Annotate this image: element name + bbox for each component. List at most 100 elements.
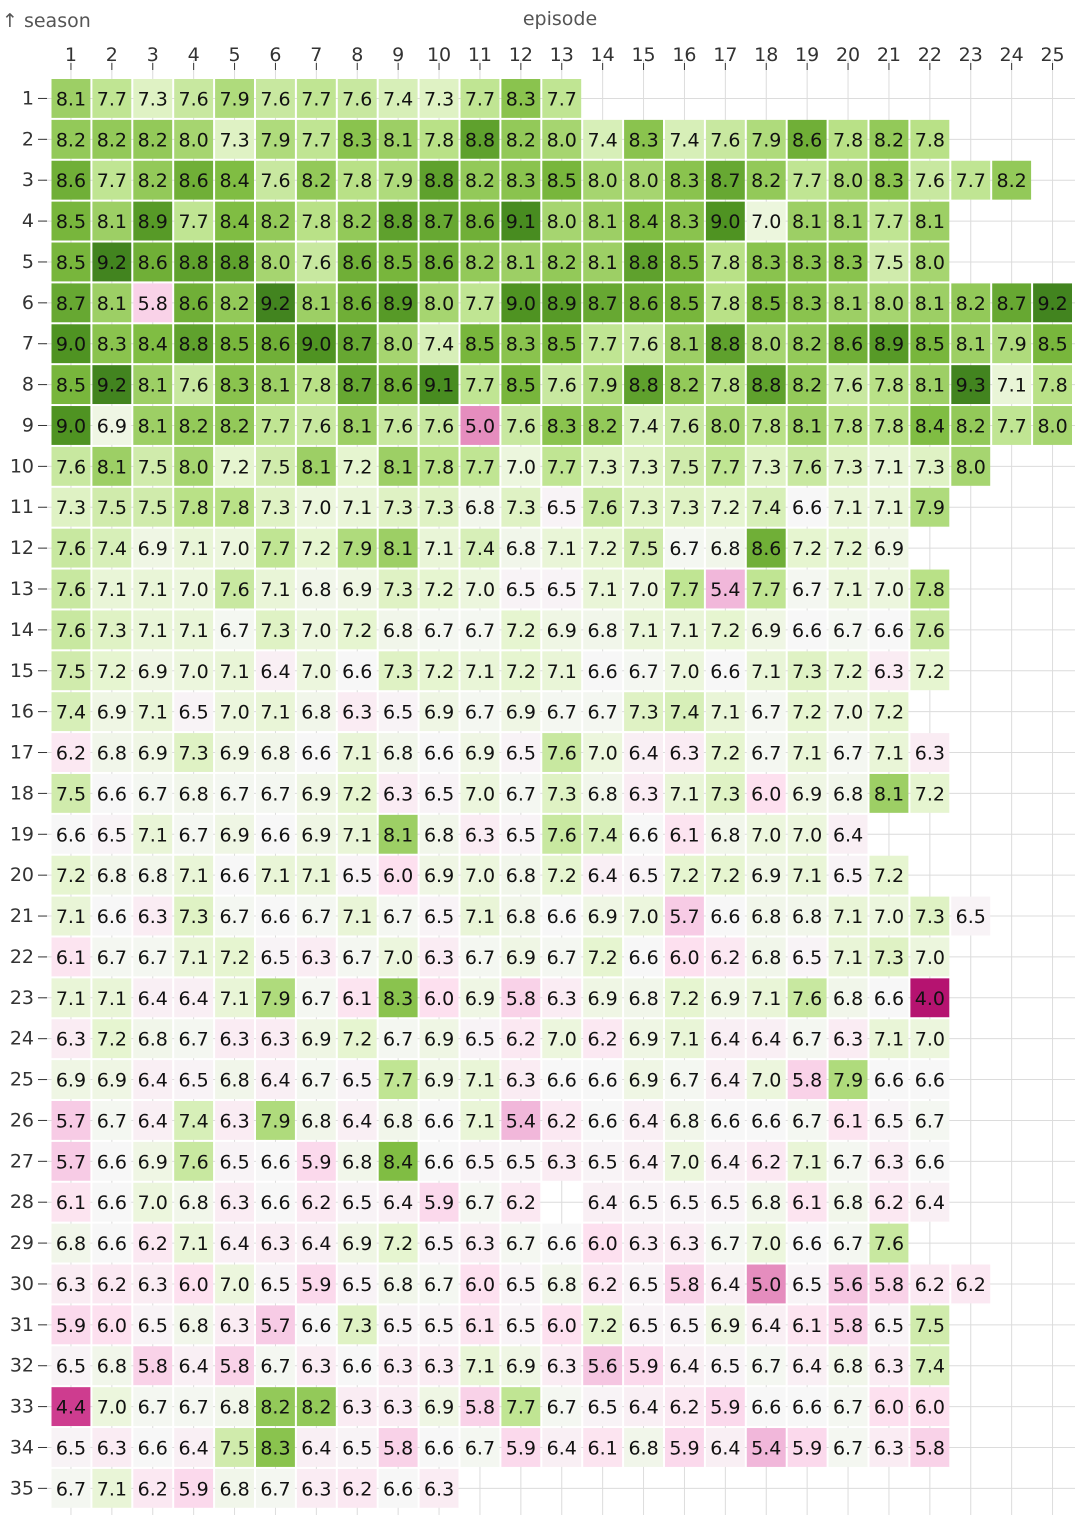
cell-s29-e2: 6.6 xyxy=(92,1223,132,1263)
cell-s34-e7: 6.4 xyxy=(296,1428,336,1467)
cell-rect xyxy=(583,201,623,241)
cell-value: 8.2 xyxy=(547,252,577,274)
cell-value: 6.9 xyxy=(138,661,168,683)
cell-s4-e2: 8.1 xyxy=(92,201,132,241)
cell-value: 8.4 xyxy=(138,334,168,356)
cell-rect xyxy=(215,201,254,241)
cell-value: 6.4 xyxy=(710,1029,740,1051)
cell-s30-e19: 6.5 xyxy=(787,1264,827,1304)
cell-rect xyxy=(296,733,336,772)
cell-value: 7.1 xyxy=(833,579,863,601)
cell-value: 7.1 xyxy=(833,947,863,969)
cell-value: 6.7 xyxy=(792,1029,822,1051)
cell-value: 9.2 xyxy=(1037,293,1067,315)
cell-rect xyxy=(419,1346,459,1386)
cell-s6-e1: 8.7 xyxy=(51,283,91,323)
cell-rect xyxy=(256,814,295,854)
cell-s32-e20: 6.8 xyxy=(828,1346,868,1386)
cell-value: 6.9 xyxy=(628,1070,658,1092)
cell-value: 6.7 xyxy=(588,702,618,724)
cell-rect xyxy=(665,242,704,282)
cell-value: 6.1 xyxy=(833,1110,863,1132)
cell-value: 7.1 xyxy=(874,743,904,765)
cell-value: 7.1 xyxy=(138,579,168,601)
cell-s24-e2: 7.2 xyxy=(92,1019,132,1059)
cell-rect xyxy=(133,283,173,323)
cell-rect xyxy=(51,1101,91,1140)
cell-s16-e6: 7.1 xyxy=(256,692,295,732)
cell-s28-e14: 6.4 xyxy=(583,1182,623,1222)
cell-s20-e14: 6.4 xyxy=(583,855,623,895)
cell-value: 8.6 xyxy=(260,334,290,356)
cell-rect xyxy=(542,1141,582,1181)
cell-rect xyxy=(624,283,663,323)
cell-s25-e10: 6.9 xyxy=(419,1060,459,1099)
cell-rect xyxy=(910,406,950,445)
cell-rect xyxy=(665,937,704,977)
cell-s3-e16: 8.3 xyxy=(665,160,704,200)
y-tick-label-5: 5 xyxy=(22,251,34,273)
cell-value: 7.0 xyxy=(915,1029,945,1051)
y-tick-label-10: 10 xyxy=(10,455,34,477)
cell-value: 6.7 xyxy=(833,1233,863,1255)
cell-rect xyxy=(746,1060,786,1099)
cell-value: 8.5 xyxy=(669,293,699,315)
cell-rect xyxy=(951,896,991,936)
cell-s18-e14: 6.8 xyxy=(583,773,623,813)
cell-rect xyxy=(910,896,950,936)
y-axis-title: ↑ season xyxy=(2,10,91,32)
cell-s23-e18: 7.1 xyxy=(746,978,786,1018)
cell-value: 6.3 xyxy=(874,1437,904,1459)
cell-s26-e16: 6.8 xyxy=(665,1101,704,1140)
cell-s4-e11: 8.6 xyxy=(460,201,500,241)
cell-rect xyxy=(501,814,541,854)
cell-value: 7.1 xyxy=(260,865,290,887)
cell-value: 8.8 xyxy=(424,170,454,192)
cell-rect xyxy=(665,651,704,691)
cell-s16-e19: 7.2 xyxy=(787,692,827,732)
cell-s16-e2: 6.9 xyxy=(92,692,132,732)
cell-value: 7.4 xyxy=(628,415,658,437)
cell-s1-e7: 7.7 xyxy=(296,79,336,118)
cell-s9-e2: 6.9 xyxy=(92,406,132,445)
cell-rect xyxy=(296,446,336,486)
cell-value: 6.3 xyxy=(506,1070,536,1092)
cell-value: 6.3 xyxy=(219,1192,249,1214)
cell-value: 8.6 xyxy=(792,129,822,151)
cell-rect xyxy=(256,733,295,772)
cell-s15-e11: 7.1 xyxy=(460,651,500,691)
cell-rect xyxy=(460,446,500,486)
cell-rect xyxy=(337,692,377,732)
cell-rect xyxy=(501,160,541,200)
cell-value: 7.2 xyxy=(342,1029,372,1051)
cell-s15-e15: 6.7 xyxy=(624,651,663,691)
cell-s19-e10: 6.8 xyxy=(419,814,459,854)
cell-value: 6.7 xyxy=(506,783,536,805)
cell-rect xyxy=(542,855,582,895)
cell-rect xyxy=(256,1387,295,1427)
cell-value: 6.7 xyxy=(424,620,454,642)
cell-value: 8.1 xyxy=(383,824,413,846)
cell-rect xyxy=(542,119,582,159)
cell-s32-e12: 6.9 xyxy=(501,1346,541,1386)
cell-rect xyxy=(174,651,214,691)
cell-value: 7.4 xyxy=(915,1356,945,1378)
cell-value: 7.4 xyxy=(588,824,618,846)
cell-rect xyxy=(624,1060,663,1099)
cell-s11-e22: 7.9 xyxy=(910,487,950,527)
cell-rect xyxy=(501,119,541,159)
cell-s10-e2: 8.1 xyxy=(92,446,132,486)
cell-rect xyxy=(174,1387,214,1427)
cell-rect xyxy=(787,1264,827,1304)
cell-s12-e13: 7.1 xyxy=(542,528,582,568)
cell-rect xyxy=(787,283,827,323)
cell-s29-e20: 6.7 xyxy=(828,1223,868,1263)
cell-value: 6.4 xyxy=(669,1356,699,1378)
cell-rect xyxy=(910,446,950,486)
cell-s20-e9: 6.0 xyxy=(378,855,418,895)
cell-rect xyxy=(378,1387,418,1427)
cell-rect xyxy=(460,201,500,241)
cell-s9-e4: 8.2 xyxy=(174,406,214,445)
cell-s19-e1: 6.6 xyxy=(51,814,91,854)
cell-value: 7.8 xyxy=(342,170,372,192)
